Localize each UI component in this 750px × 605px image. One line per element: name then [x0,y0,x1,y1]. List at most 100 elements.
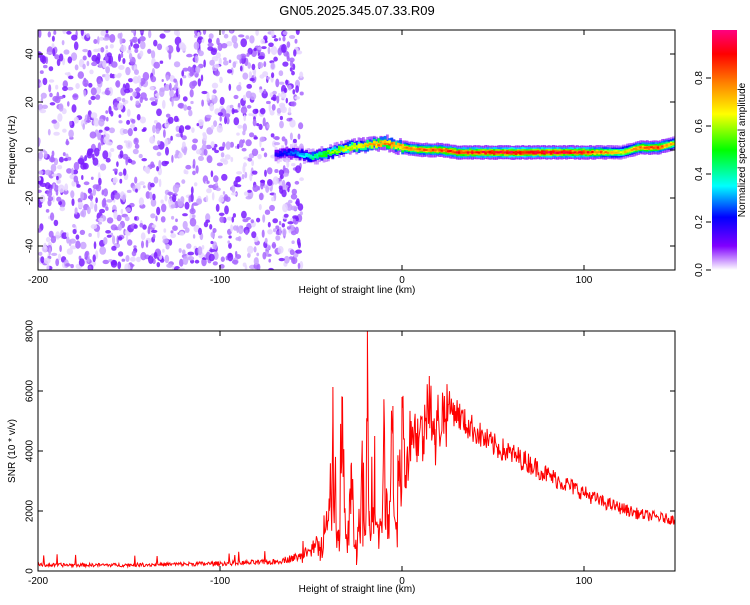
y-tick-label: 8000 [25,319,36,342]
heatmap-ridge-cell [595,151,599,154]
heatmap-noise-cell [87,114,90,124]
heatmap-noise-cell [72,169,79,175]
heatmap-noise-cell [134,69,139,75]
heatmap-noise-cell [215,187,221,192]
heatmap-noise-cell [221,173,228,181]
heatmap-ridge-cell [333,149,337,152]
heatmap-ridge-cell [396,146,400,148]
heatmap-noise-cell [233,94,239,100]
heatmap-noise-cell [243,162,247,167]
heatmap-noise-cell [149,136,156,144]
heatmap-noise-cell [147,48,152,54]
heatmap-noise-cell [186,243,192,249]
heatmap-ridge-cell [440,149,444,152]
heatmap-ridge-cell [431,149,435,151]
heatmap-noise-cell [38,151,44,160]
heatmap-noise-cell [56,58,61,67]
heatmap-noise-cell [186,53,193,58]
heatmap-ridge-cell [469,151,472,154]
heatmap-noise-cell [239,65,243,72]
heatmap-noise-cell [82,79,89,87]
heatmap-noise-cell [286,51,290,60]
heatmap-ridge-cell [394,141,398,149]
heatmap-noise-cell [267,46,271,55]
heatmap-noise-cell [41,55,47,64]
heatmap-noise-cell [242,94,246,101]
heatmap-noise-cell [139,50,144,57]
heatmap-noise-cell [266,167,273,175]
heatmap-noise-cell [98,217,104,222]
heatmap-ridge-cell [318,154,322,157]
heatmap-noise-cell [282,203,288,213]
heatmap-noise-cell [260,181,264,190]
heatmap-noise-cell [160,199,164,204]
heatmap-noise-cell [148,255,154,264]
heatmap-noise-cell [59,245,62,252]
heatmap-ridge-cell [335,151,339,153]
heatmap-noise-cell [230,224,234,232]
heatmap-noise-cell [96,76,102,85]
heatmap-noise-cell [165,46,169,51]
heatmap-ridge-cell [416,148,420,150]
heatmap-noise-cell [67,156,72,161]
heatmap-noise-cell [105,30,109,34]
heatmap-noise-cell [188,195,192,203]
heatmap-ridge-cell [383,142,387,145]
heatmap-ridge-cell [407,147,411,150]
heatmap-noise-cell [291,240,295,244]
heatmap-noise-cell [48,79,55,83]
heatmap-noise-cell [90,87,97,96]
heatmap-noise-cell [237,236,242,242]
heatmap-noise-cell [119,37,123,45]
heatmap-noise-cell [140,232,146,240]
heatmap-noise-cell [269,110,275,116]
heatmap-noise-cell [272,90,277,95]
heatmap-ridge-cell [320,155,324,158]
heatmap-noise-cell [290,193,298,200]
heatmap-ridge-cell [366,139,370,147]
heatmap-noise-cell [231,192,237,196]
heatmap-noise-cell [110,191,115,201]
heatmap-noise-cell [278,81,285,85]
heatmap-noise-cell [143,166,150,173]
heatmap-noise-cell [233,117,240,126]
heatmap-ridge-cell [344,145,348,150]
heatmap-ridge-cell [499,151,503,153]
heatmap-noise-cell [203,221,209,228]
heatmap-noise-cell [61,40,65,46]
heatmap-noise-cell [206,188,212,194]
heatmap-noise-cell [159,60,164,64]
heatmap-noise-cell [197,119,204,127]
heatmap-noise-cell [161,79,164,82]
heatmap-noise-cell [112,177,118,184]
heatmap-noise-cell [281,189,287,198]
x-tick-label: 100 [576,576,593,587]
heatmap-noise-cell [104,89,111,96]
heatmap-noise-cell [98,118,105,127]
heatmap-ridge-cell [279,150,282,155]
heatmap-noise-cell [269,204,275,212]
heatmap-noise-cell [182,220,188,230]
heatmap-noise-cell [259,192,264,201]
heatmap-noise-cell [226,117,230,125]
heatmap-noise-cell [45,236,51,243]
heatmap-noise-cell [151,229,158,233]
heatmap-noise-cell [112,168,119,172]
heatmap-noise-cell [289,249,295,256]
heatmap-noise-cell [178,267,185,270]
heatmap-noise-cell [175,88,179,98]
heatmap-noise-cell [147,226,151,235]
heatmap-ridge-cell [405,146,409,149]
heatmap-ridge-cell [316,153,319,158]
heatmap-noise-cell [257,154,262,160]
heatmap-noise-cell [226,41,233,47]
heatmap-noise-cell [116,144,123,150]
heatmap-noise-cell [74,207,78,215]
heatmap-noise-cell [127,128,133,137]
heatmap-noise-cell [259,89,263,94]
heatmap-noise-cell [124,88,131,94]
heatmap-noise-cell [197,36,203,40]
heatmap-ridge-cell [300,149,304,157]
heatmap-ridge-cell [665,144,669,147]
heatmap-noise-cell [103,237,108,245]
